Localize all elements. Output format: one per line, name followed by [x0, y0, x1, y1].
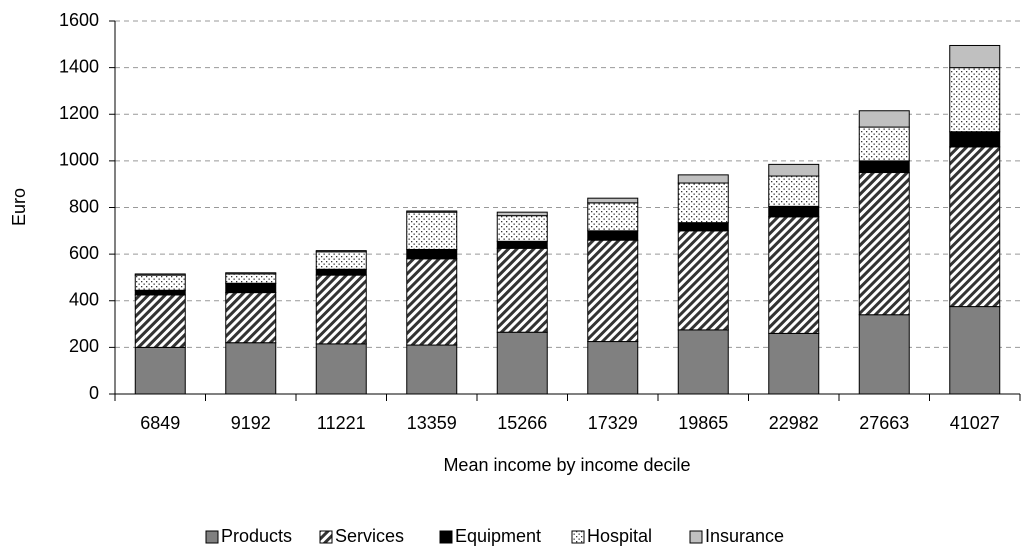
legend-label: Insurance — [705, 526, 784, 546]
bar-segment — [315, 268, 367, 276]
x-tick-label: 41027 — [950, 413, 1000, 433]
bar-segment — [858, 160, 910, 174]
bar-segment — [587, 230, 639, 241]
bar-segment — [315, 343, 367, 395]
legend-swatch — [689, 530, 703, 544]
x-tick-label: 19865 — [678, 413, 728, 433]
x-tick-label: 6849 — [140, 413, 180, 433]
bar-segment — [949, 44, 1001, 69]
bar-segment — [949, 146, 1001, 308]
bar-segment — [587, 202, 639, 232]
bar-segment — [496, 247, 548, 333]
y-axis-title: Euro — [9, 188, 29, 226]
bar-segment — [406, 211, 458, 250]
bar-segment — [677, 230, 729, 331]
bar-segment — [315, 250, 367, 253]
x-tick-label: 17329 — [588, 413, 638, 433]
bar-segment — [768, 163, 820, 177]
bar-segment — [587, 197, 639, 204]
bar-segment — [225, 342, 277, 395]
y-tick-label: 1200 — [59, 103, 99, 123]
bar-segment — [496, 240, 548, 249]
bar-segment — [406, 344, 458, 395]
legend-swatch — [439, 530, 453, 544]
bar-segment — [949, 131, 1001, 148]
y-tick-label: 400 — [69, 290, 99, 310]
x-tick-label: 9192 — [231, 413, 271, 433]
x-tick-label: 15266 — [497, 413, 547, 433]
legend-label: Hospital — [587, 526, 652, 546]
bar-segment — [768, 332, 820, 395]
y-tick-label: 0 — [89, 383, 99, 403]
bar-segment — [406, 210, 458, 213]
bar-segment — [677, 329, 729, 395]
bar-segment — [677, 182, 729, 224]
bar-segment — [587, 239, 639, 343]
bar-segment — [858, 314, 910, 395]
legend-label: Services — [335, 526, 404, 546]
y-tick-label: 1600 — [59, 10, 99, 30]
bar-segment — [406, 248, 458, 260]
bar-segment — [858, 172, 910, 316]
bar-segment — [225, 282, 277, 294]
y-tick-label: 1400 — [59, 56, 99, 76]
legend-swatch — [571, 530, 585, 544]
bar-segment — [949, 306, 1001, 395]
y-tick-label: 800 — [69, 196, 99, 216]
bar-segment — [225, 272, 277, 275]
bar-segment — [677, 222, 729, 232]
legend-swatch — [205, 530, 219, 544]
bar-segment — [496, 331, 548, 395]
bar-segment — [858, 126, 910, 162]
bar-segment — [768, 216, 820, 334]
x-tick-label: 13359 — [407, 413, 457, 433]
x-tick-label: 22982 — [769, 413, 819, 433]
bar-segment — [134, 346, 186, 395]
bar-segment — [406, 258, 458, 346]
bar-segment — [134, 294, 186, 348]
x-tick-label: 11221 — [317, 413, 366, 433]
bar-segment — [677, 174, 729, 184]
bar-segment — [768, 205, 820, 218]
legend-label: Products — [221, 526, 292, 546]
bar-segment — [225, 273, 277, 284]
bar-segment — [134, 274, 186, 291]
y-tick-label: 200 — [69, 336, 99, 356]
bar-segment — [768, 175, 820, 207]
y-tick-label: 600 — [69, 243, 99, 263]
legend-swatch — [319, 530, 333, 544]
x-axis-title: Mean income by income decile — [443, 455, 690, 475]
legend-label: Equipment — [455, 526, 541, 546]
bar-segment — [858, 110, 910, 128]
bar-segment — [134, 289, 186, 296]
bar-segment — [315, 251, 367, 270]
bar-segment — [134, 273, 186, 276]
x-tick-label: 27663 — [859, 413, 909, 433]
bar-segment — [496, 215, 548, 242]
y-tick-label: 1000 — [59, 150, 99, 170]
bar-segment — [225, 292, 277, 344]
bar-segment — [315, 274, 367, 345]
bar-segment — [496, 211, 548, 217]
bar-segment — [949, 67, 1001, 133]
bar-segment — [587, 341, 639, 395]
